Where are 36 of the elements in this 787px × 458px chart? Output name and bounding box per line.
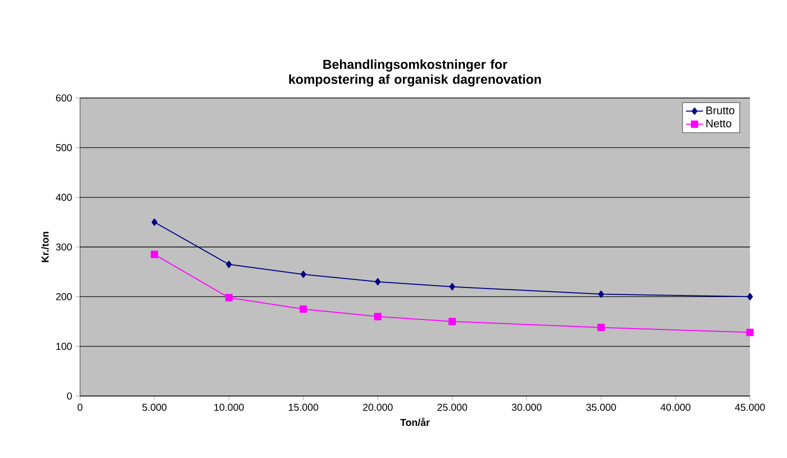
point xyxy=(150,250,158,258)
y-tick-label: 300 xyxy=(56,243,72,251)
point xyxy=(746,328,754,336)
point xyxy=(448,318,456,326)
point xyxy=(225,294,233,302)
point xyxy=(300,305,308,313)
point xyxy=(300,270,306,278)
point xyxy=(152,218,158,226)
legend-label: Brutto xyxy=(706,106,734,114)
x-tick-label: 30.000 xyxy=(512,404,542,411)
y-tick-label: 400 xyxy=(56,194,72,201)
y-tick-label: 500 xyxy=(56,144,72,152)
legend-label: Netto xyxy=(706,120,732,128)
x-tick-label: 45.000 xyxy=(735,404,765,411)
point xyxy=(449,283,456,290)
x-tick-label: 35.000 xyxy=(586,404,616,411)
x-tick-label: 25.000 xyxy=(437,404,468,411)
y-tick-label: 200 xyxy=(56,293,72,300)
x-tick-label: 5.000 xyxy=(142,404,167,411)
y-tick-label: 600 xyxy=(56,94,72,102)
point xyxy=(597,324,605,332)
x-axis-title: Ton/år xyxy=(400,418,430,426)
x-tick-label: 40.000 xyxy=(660,404,690,411)
point xyxy=(598,290,604,298)
point xyxy=(747,292,753,300)
point xyxy=(374,278,381,286)
x-tick-label: 20.000 xyxy=(363,404,393,411)
point xyxy=(226,260,232,268)
x-tick-label: 0 xyxy=(78,404,82,411)
x-tick-label: 15.000 xyxy=(288,404,318,411)
y-axis-title: Kr./ton xyxy=(41,232,49,262)
x-tick-label: 10.000 xyxy=(214,404,244,411)
chart-title: Behandlingsomkostninger for kompostering af organisk dagrenovation xyxy=(289,59,541,87)
y-tick-label: 0 xyxy=(67,392,72,400)
y-tick-label: 100 xyxy=(56,342,72,350)
point xyxy=(374,312,382,320)
